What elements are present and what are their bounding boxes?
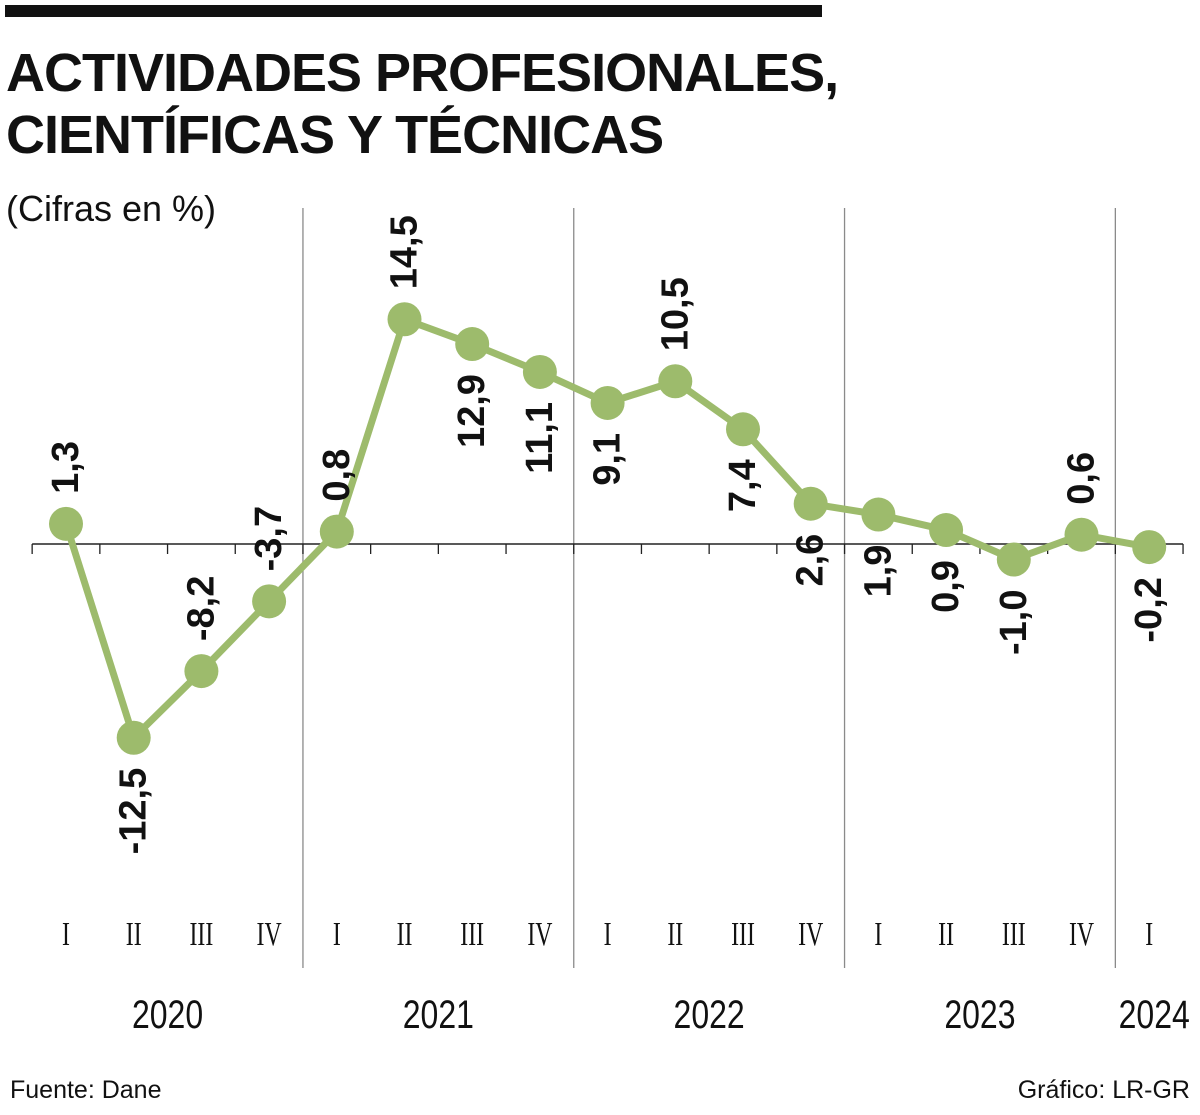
data-point <box>1064 517 1099 552</box>
data-point <box>590 385 625 420</box>
quarter-label: II <box>667 916 683 953</box>
quarter-label: III <box>190 916 214 953</box>
data-point <box>793 486 828 521</box>
data-point <box>387 302 422 337</box>
quarter-labels: I II III IV I II III IV I II III IV I II III IV I <box>62 916 1153 953</box>
quarter-label: II <box>126 916 142 953</box>
title-line-2: CIENTÍFICAS Y TÉCNICAS <box>6 105 664 165</box>
data-label: 14,5 <box>384 215 426 289</box>
data-label: 7,4 <box>722 459 764 512</box>
data-label: 0,8 <box>316 449 358 502</box>
source-note: Fuente: Dane <box>10 1076 162 1104</box>
data-label: -3,7 <box>248 506 290 571</box>
chart-subtitle: (Cifras en %) <box>6 188 217 229</box>
year-label: 2021 <box>403 992 474 1037</box>
year-label: 2024 <box>1119 992 1190 1037</box>
chart-title: ACTIVIDADES PROFESIONALES, CIENTÍFICAS Y… <box>6 42 839 166</box>
quarter-label: II <box>938 916 954 953</box>
quarter-label: III <box>731 916 755 953</box>
data-label: -12,5 <box>113 768 155 855</box>
data-point <box>252 584 287 619</box>
data-label: 2,6 <box>790 534 832 587</box>
data-label: 11,1 <box>519 402 561 474</box>
series-line <box>62 315 1153 742</box>
data-label: -8,2 <box>180 576 222 641</box>
data-point <box>116 720 151 755</box>
quarter-label: I <box>333 916 341 953</box>
data-point <box>861 497 896 532</box>
quarter-label: I <box>604 916 612 953</box>
quarter-label: I <box>62 916 70 953</box>
data-point <box>49 506 83 541</box>
data-point <box>726 412 760 447</box>
data-label: -1,0 <box>993 590 1035 655</box>
year-label: 2020 <box>132 992 203 1037</box>
series-polyline <box>62 315 1153 742</box>
quarter-label: IV <box>527 916 552 953</box>
data-labels: 1,3 -12,5 -8,2 -3,7 0,8 14,5 12,9 11,1 9,1 10,5 7,… <box>45 215 1170 854</box>
data-label: 9,1 <box>587 433 629 486</box>
data-label: 1,9 <box>857 545 899 598</box>
data-point <box>319 514 354 549</box>
data-point <box>929 513 964 548</box>
data-point <box>184 654 219 689</box>
year-label: 2023 <box>944 992 1015 1037</box>
header-rule <box>5 5 822 17</box>
credit-note: Gráfico: LR-GR <box>1017 1076 1190 1104</box>
year-labels: 2020 2021 2022 2023 2024 <box>132 992 1190 1037</box>
quarter-label: II <box>397 916 413 953</box>
gridlines <box>302 208 1116 968</box>
quarter-label: III <box>1002 916 1026 953</box>
quarter-label: I <box>874 916 882 953</box>
quarter-label: III <box>460 916 484 953</box>
title-line-1: ACTIVIDADES PROFESIONALES, <box>6 43 839 103</box>
quarter-label: I <box>1145 916 1153 953</box>
data-label: 0,6 <box>1061 452 1103 505</box>
data-point <box>522 354 557 389</box>
data-point <box>455 327 490 362</box>
data-point <box>996 542 1031 577</box>
quarter-label: IV <box>798 916 823 953</box>
data-label: 1,3 <box>45 441 87 494</box>
year-label: 2022 <box>674 992 745 1037</box>
data-label: -0,2 <box>1128 577 1170 642</box>
data-label: 12,9 <box>451 374 493 448</box>
data-points <box>49 302 1167 755</box>
x-axis <box>31 543 1184 554</box>
quarter-label: IV <box>1069 916 1094 953</box>
quarter-label: IV <box>257 916 282 953</box>
data-label: 10,5 <box>654 277 696 351</box>
data-point <box>1132 530 1167 565</box>
data-label: 0,9 <box>925 560 967 613</box>
data-point <box>658 364 693 399</box>
